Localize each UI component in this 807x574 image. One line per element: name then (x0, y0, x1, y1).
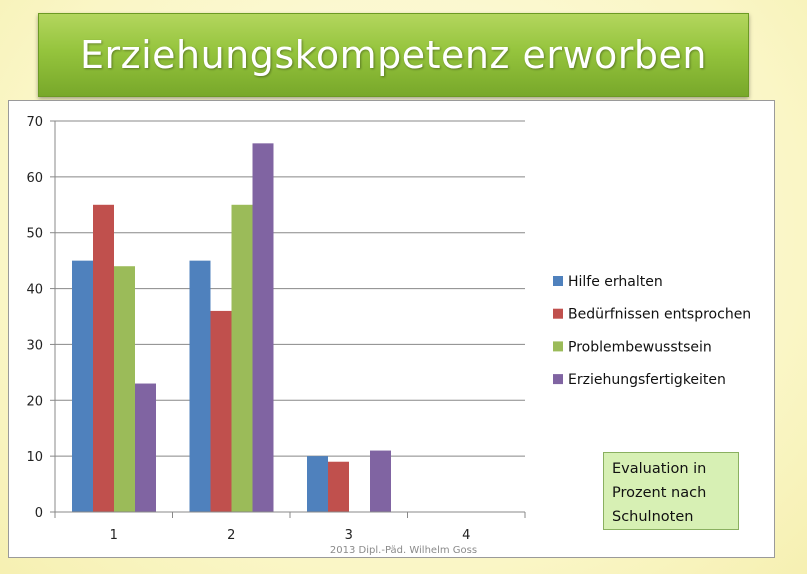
bar (189, 260, 211, 512)
bar (93, 204, 114, 513)
x-tick-label: 3 (345, 528, 353, 543)
legend-swatch (553, 374, 563, 385)
legend-swatch (553, 276, 563, 286)
legend-swatch (553, 308, 563, 319)
footer-credit: 2013 Dipl.-Päd. Wilhelm Goss (329, 545, 478, 556)
bar (135, 383, 156, 512)
bar (252, 143, 274, 513)
legend-label: Problembewusstsein (568, 339, 712, 355)
bar (114, 266, 135, 512)
y-tick-label: 40 (26, 283, 43, 298)
bars (72, 143, 391, 513)
legend-swatch (553, 341, 563, 352)
page-title: Erziehungskompetenz erworben (79, 33, 708, 77)
y-tick-label: 20 (26, 394, 43, 409)
y-tick-label: 70 (26, 115, 43, 130)
legend-label: Hilfe erhalten (568, 274, 663, 290)
x-tick-label: 4 (462, 528, 470, 543)
axes: 0 10 20 30 40 50 60 70 1 2 3 4 (26, 115, 526, 543)
y-tick-label: 0 (35, 506, 43, 521)
legend-label: Bedürfnissen entsprochen (568, 307, 751, 323)
bar (210, 310, 232, 512)
title-banner: Erziehungskompetenz erworben (38, 13, 749, 97)
x-tick-label: 1 (110, 528, 118, 543)
y-tick-label: 60 (26, 171, 43, 186)
y-tick-label: 30 (26, 338, 43, 353)
bar (231, 204, 253, 513)
bar (328, 461, 349, 512)
bar (307, 456, 328, 512)
y-tick-label: 50 (26, 227, 43, 242)
x-tick-label: 2 (227, 528, 235, 543)
bar (370, 450, 391, 512)
legend-label: Erziehungsfertigkeiten (568, 372, 726, 388)
evaluation-note: Evaluation in Prozent nach Schulnoten (603, 452, 739, 530)
bar (72, 260, 93, 512)
y-tick-label: 10 (26, 450, 43, 465)
legend: Hilfe erhalten Bedürfnissen entsprochen Pr… (553, 274, 751, 388)
